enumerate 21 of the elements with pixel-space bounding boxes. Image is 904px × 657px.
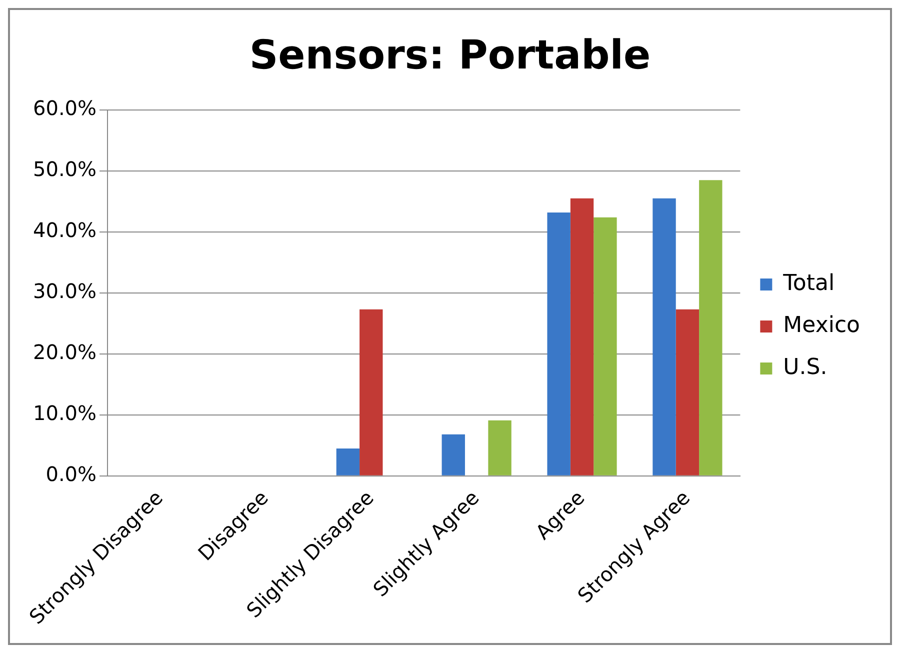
y-tick-label: 60.0% xyxy=(32,96,97,120)
chart-title: Sensors: Portable xyxy=(249,32,651,78)
bar xyxy=(336,448,360,476)
bar xyxy=(488,420,512,476)
legend-label: Mexico xyxy=(783,313,860,338)
legend-label: Total xyxy=(782,271,835,296)
legend-label: U.S. xyxy=(783,355,828,380)
y-tick-label: 30.0% xyxy=(32,279,97,304)
y-tick-label: 50.0% xyxy=(32,157,97,182)
y-tick-label: 40.0% xyxy=(32,218,97,242)
bar xyxy=(699,180,722,476)
y-tick-label: 10.0% xyxy=(32,401,97,426)
bar xyxy=(652,198,676,476)
y-tick-label: 20.0% xyxy=(32,340,97,364)
bar xyxy=(676,309,700,476)
bar xyxy=(547,212,570,476)
bar xyxy=(360,309,383,476)
y-tick-label: 0.0% xyxy=(46,462,97,486)
bar xyxy=(570,198,594,476)
bar xyxy=(594,217,617,476)
bar xyxy=(442,434,465,476)
